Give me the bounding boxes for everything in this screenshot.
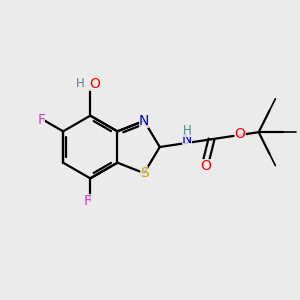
Text: N: N [182,132,192,146]
Text: O: O [89,77,100,91]
Text: H: H [183,124,191,137]
Text: O: O [200,158,211,172]
Text: F: F [84,194,92,208]
Text: H: H [76,77,85,90]
Text: S: S [140,166,148,180]
Text: F: F [37,113,45,127]
Text: N: N [139,114,149,128]
Text: O: O [235,128,246,141]
